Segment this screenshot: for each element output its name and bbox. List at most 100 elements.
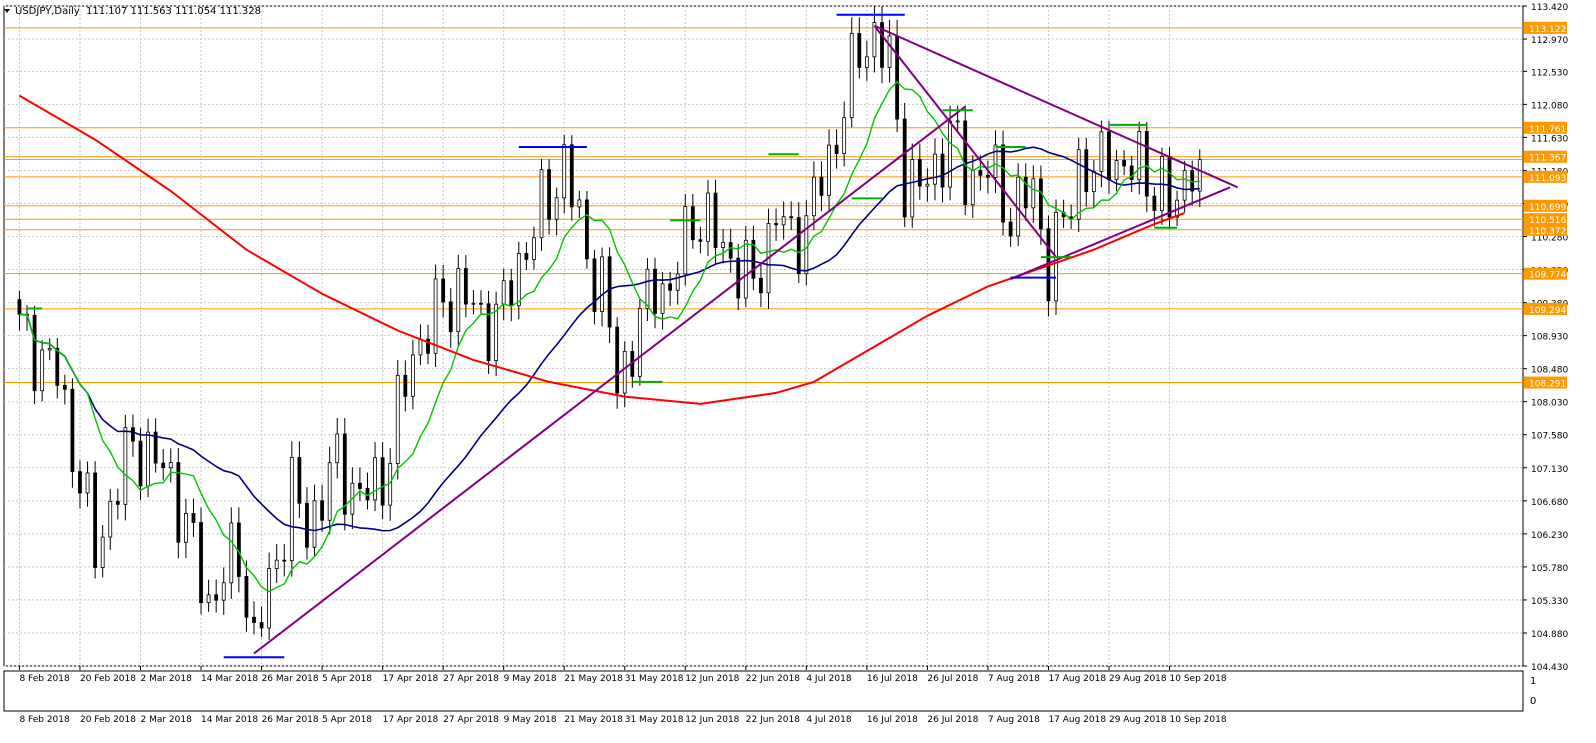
x-tick-label: 27 Apr 2018 [443, 674, 499, 684]
candle-body [1008, 221, 1013, 237]
candle-body [554, 197, 559, 220]
x-tick-label-indicator: 14 Mar 2018 [201, 715, 258, 725]
collapse-arrow-icon[interactable] [4, 9, 10, 13]
x-tick-label-indicator: 5 Apr 2018 [322, 715, 372, 725]
x-tick-label-indicator: 17 Apr 2018 [383, 715, 439, 725]
ohlc-values: 111.107 111.563 111.054 111.328 [86, 6, 261, 17]
candle-body [395, 374, 400, 464]
x-tick-label: 8 Feb 2018 [19, 674, 70, 684]
x-tick-label: 14 Mar 2018 [201, 674, 258, 684]
y-tick-label: 106.230 [1531, 531, 1568, 541]
candle-body [653, 268, 657, 314]
y-tick-label: 106.680 [1531, 498, 1568, 508]
level-label-bg [1524, 267, 1567, 280]
candle-body [108, 500, 113, 538]
candle-body [131, 427, 135, 442]
candle-body [842, 117, 847, 155]
x-tick-label: 26 Jul 2018 [927, 674, 978, 684]
candle-body [85, 472, 90, 494]
candle-body [115, 500, 120, 505]
time-axis[interactable]: 8 Feb 2018 8 Feb 2018 20 Feb 2018 20 Feb 20… [18, 666, 1227, 725]
candle-body [47, 347, 52, 351]
candle-body [388, 463, 393, 506]
x-tick-label: 20 Feb 2018 [80, 674, 136, 684]
candle-body [32, 314, 37, 392]
y-tick-label: 105.780 [1531, 564, 1568, 574]
candle-body [1122, 160, 1127, 167]
indicator-scale-bottom: 0 [1530, 696, 1536, 707]
candle-body [804, 215, 809, 275]
candle-body [751, 239, 756, 279]
level-label-bg [1524, 21, 1567, 34]
candle-body [774, 223, 778, 226]
horizontal-levels[interactable] [4, 27, 1523, 384]
price-axis[interactable]: 104.430 104.880 105.330 105.780 106.230 106.6… [1523, 3, 1568, 673]
candle-body [895, 35, 900, 120]
level-label: 108.291 [1529, 380, 1566, 390]
candle-body [622, 351, 627, 394]
x-tick-label-indicator: 16 Jul 2018 [867, 715, 918, 725]
candle-body [524, 252, 529, 260]
x-tick-label-indicator: 4 Jul 2018 [806, 715, 851, 725]
x-tick-label-indicator: 8 Feb 2018 [19, 715, 70, 725]
candle-body [1099, 131, 1104, 172]
candle-body [199, 522, 203, 604]
candle-body [721, 242, 726, 248]
x-tick-label: 16 Jul 2018 [867, 674, 918, 684]
candle-body [1137, 130, 1142, 181]
trendline[interactable] [1010, 186, 1231, 281]
candle-body [955, 120, 960, 123]
level-label: 109.774 [1529, 271, 1566, 281]
candle-body [834, 144, 839, 155]
candle-body [993, 144, 998, 178]
candle-body [1001, 144, 1005, 223]
x-tick-label-indicator: 22 Jun 2018 [746, 715, 800, 725]
candle-body [759, 277, 763, 294]
y-tick-label: 105.330 [1531, 597, 1568, 607]
candle-body [274, 559, 279, 569]
x-tick-label: 29 Aug 2018 [1109, 674, 1167, 684]
candle-body [857, 32, 862, 68]
x-tick-label-indicator: 26 Mar 2018 [262, 715, 319, 725]
x-tick-label: 10 Sep 2018 [1170, 674, 1227, 684]
candle-body [501, 280, 506, 305]
candle-body [796, 217, 801, 275]
candle-body [161, 462, 166, 469]
candle-body [1167, 156, 1172, 218]
symbol-label: USDJPY,Daily [15, 6, 80, 17]
candle-body [690, 206, 695, 241]
candle-body [176, 462, 181, 543]
trendline[interactable] [873, 25, 1057, 258]
level-label: 109.294 [1529, 306, 1566, 316]
candle-body [358, 482, 362, 489]
candle-body [1114, 160, 1119, 181]
candle-body [479, 302, 483, 305]
candle-body [569, 144, 574, 208]
level-label-bg [1524, 150, 1567, 163]
candle-body [494, 303, 499, 361]
level-label-bg [1524, 213, 1567, 226]
candle-body [660, 283, 665, 314]
candle-body [1091, 171, 1096, 192]
candle-body [123, 427, 128, 505]
level-label: 111.761 [1529, 125, 1566, 135]
y-tick-label: 107.580 [1531, 432, 1568, 442]
candle-body [138, 440, 143, 487]
candle-body [335, 433, 340, 464]
candle-body [872, 22, 877, 58]
candle-body [706, 192, 710, 242]
trendline[interactable] [253, 105, 966, 655]
trendlines[interactable] [27, 13, 1239, 659]
y-tick-label: 108.480 [1531, 366, 1568, 376]
x-tick-label-indicator: 17 Aug 2018 [1048, 715, 1106, 725]
candle-body [645, 268, 650, 309]
candle-body [600, 256, 604, 312]
grid [3, 5, 1524, 712]
candle-body [1107, 131, 1111, 181]
x-tick-label-indicator: 12 Jun 2018 [685, 715, 739, 725]
candle-body [1129, 165, 1134, 181]
trendline[interactable] [874, 24, 1239, 189]
candle-body [1197, 159, 1202, 192]
candle-body [728, 242, 733, 259]
